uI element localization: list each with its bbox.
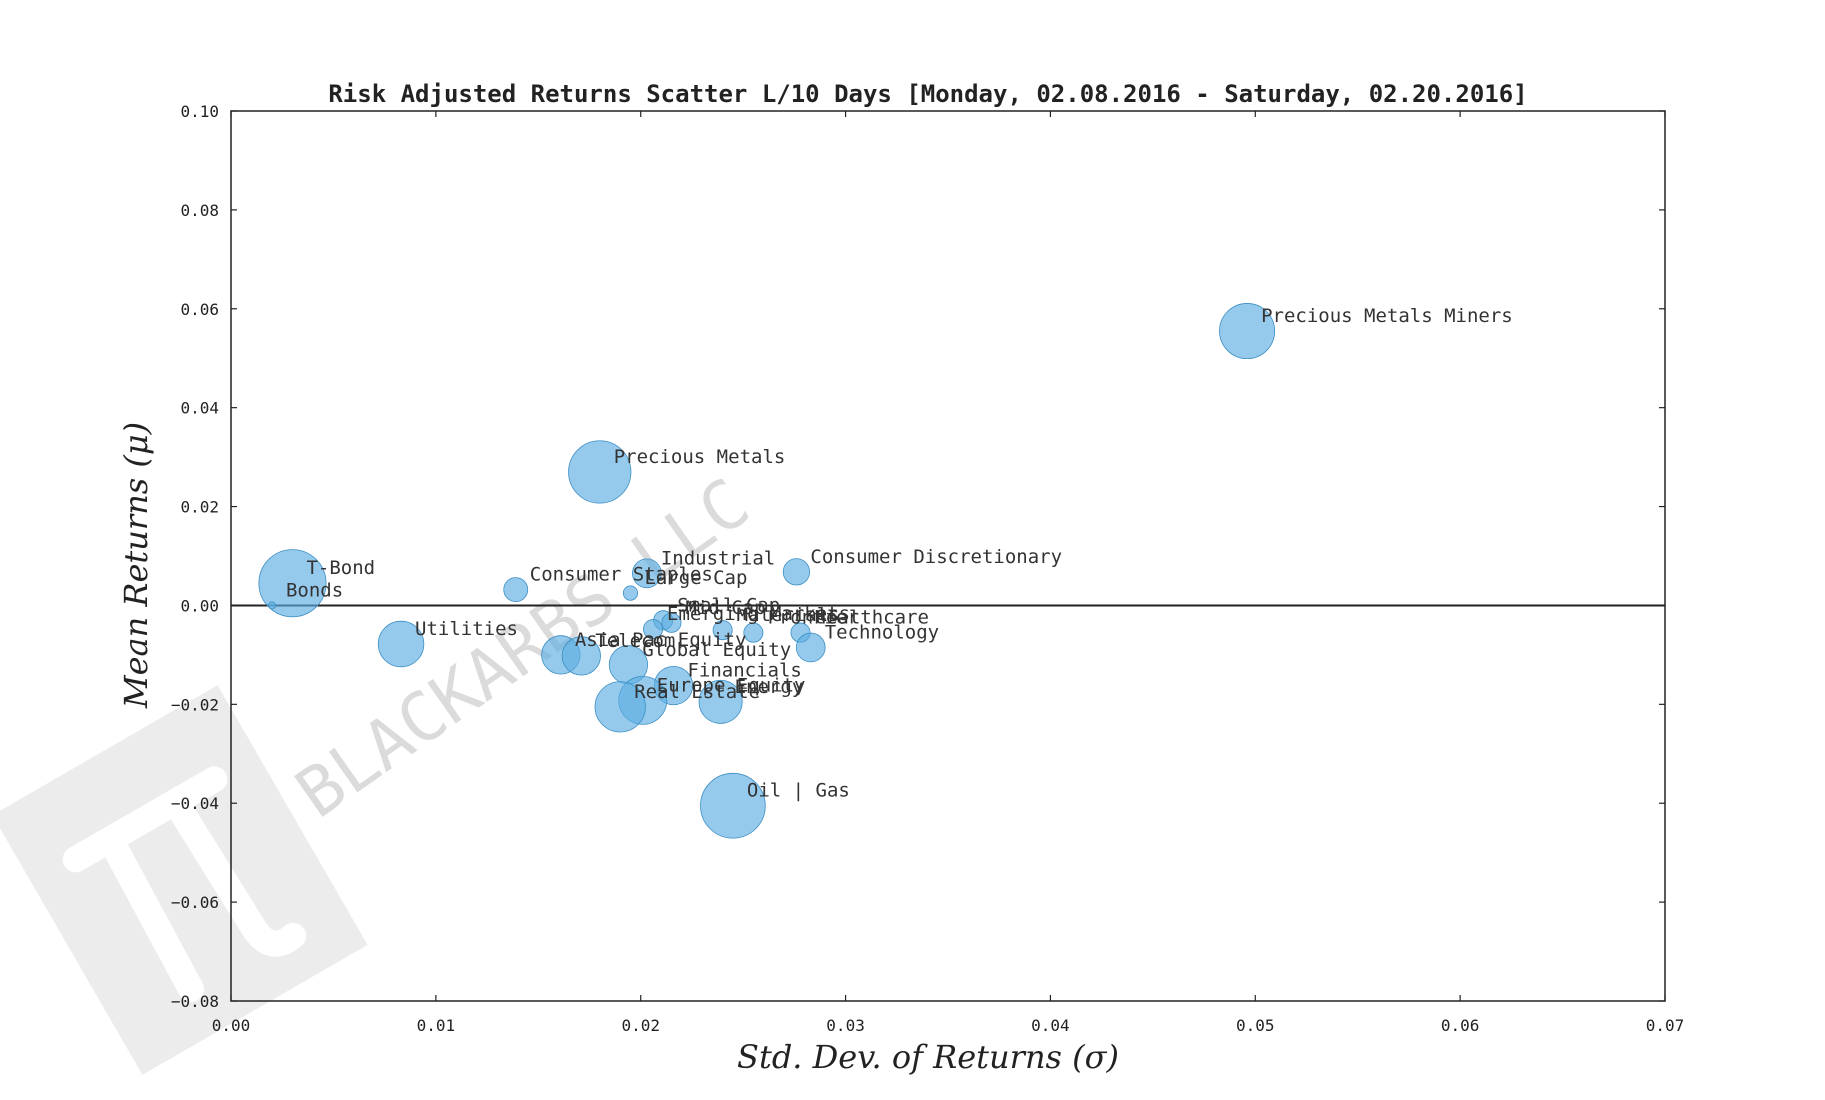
y-tick-label: 0.00 bbox=[180, 596, 219, 615]
data-point bbox=[743, 622, 764, 643]
y-axis-title: Mean Returns (μ) bbox=[117, 422, 155, 709]
point-label: Consumer Discretionary bbox=[810, 546, 1062, 568]
data-point bbox=[1219, 303, 1276, 360]
data-point bbox=[594, 681, 646, 733]
point-label: Precious Metals bbox=[614, 446, 786, 468]
x-tick-label: 0.02 bbox=[621, 1016, 660, 1035]
point-label: Consumer Staples bbox=[530, 564, 713, 586]
data-point bbox=[632, 558, 662, 589]
x-tick-label: 0.04 bbox=[1031, 1016, 1070, 1035]
point-label: Telecom bbox=[595, 630, 675, 652]
data-point bbox=[377, 620, 425, 668]
chart-title: Risk Adjusted Returns Scatter L/10 Days … bbox=[328, 80, 1527, 108]
point-label: Frontier bbox=[767, 607, 859, 629]
data-point bbox=[661, 612, 682, 633]
point-label: Europe Equity bbox=[657, 674, 806, 696]
point-label: Bonds bbox=[286, 579, 343, 601]
point-label: Oil | Gas bbox=[747, 780, 850, 802]
y-tick-label: 0.04 bbox=[180, 399, 219, 418]
point-labels: Precious Metals Miners Precious Metals T-B… bbox=[286, 305, 1513, 802]
x-tick-label: 0.07 bbox=[1646, 1016, 1685, 1035]
data-point bbox=[698, 679, 743, 724]
point-label: Technology bbox=[825, 621, 939, 643]
x-axis-title: Std. Dev. of Returns (σ) bbox=[737, 1038, 1119, 1076]
x-tick-label: 0.05 bbox=[1236, 1016, 1275, 1035]
y-tick-label: 0.06 bbox=[180, 300, 219, 319]
data-point bbox=[643, 619, 664, 640]
point-label: Financials bbox=[687, 660, 801, 682]
point-label: T-Bond bbox=[306, 557, 375, 579]
point-label: Small Cap bbox=[677, 594, 780, 616]
point-label: Industrial bbox=[661, 547, 775, 569]
data-point bbox=[568, 440, 632, 504]
x-tick-label: 0.01 bbox=[417, 1016, 456, 1035]
point-label: Asia Pac Equity bbox=[575, 629, 747, 651]
point-label: Emerging Markets bbox=[667, 603, 850, 625]
y-tick-label: 0.10 bbox=[180, 102, 219, 121]
point-label: Precious Metals Miners bbox=[1261, 305, 1513, 327]
axis-ticks: 0.00 0.01 0.02 0.03 0.04 0.05 0.06 0.07 0.10 0.08… bbox=[171, 102, 1684, 1035]
data-point bbox=[503, 577, 529, 603]
point-label: Energy bbox=[735, 676, 804, 698]
y-tick-label: −0.04 bbox=[171, 794, 219, 813]
y-tick-label: −0.08 bbox=[171, 992, 219, 1011]
data-point bbox=[258, 549, 327, 618]
plot-frame bbox=[230, 110, 1666, 1002]
x-tick-label: 0.00 bbox=[212, 1016, 251, 1035]
data-point bbox=[700, 772, 766, 839]
point-label: Mid Cap bbox=[685, 597, 765, 619]
point-label: Global Equity bbox=[642, 639, 791, 661]
data-point bbox=[782, 558, 811, 586]
y-tick-label: −0.02 bbox=[171, 695, 219, 714]
point-label: Utilities bbox=[415, 618, 518, 640]
y-tick-label: 0.02 bbox=[180, 498, 219, 517]
watermark-pi-icon bbox=[62, 766, 307, 1003]
x-tick-label: 0.06 bbox=[1441, 1016, 1480, 1035]
watermark-logo bbox=[0, 685, 368, 1075]
x-tick-label: 0.03 bbox=[826, 1016, 865, 1035]
data-point bbox=[622, 585, 639, 601]
data-point bbox=[795, 632, 826, 663]
data-point bbox=[712, 620, 733, 641]
point-label: Large Cap bbox=[644, 567, 747, 589]
data-points bbox=[258, 303, 1276, 839]
data-point bbox=[561, 636, 601, 676]
point-label: Materials bbox=[737, 604, 840, 626]
point-label: Healthcare bbox=[815, 607, 929, 629]
y-tick-label: −0.06 bbox=[171, 893, 219, 912]
y-tick-label: 0.08 bbox=[180, 201, 219, 220]
point-label: Real Estate bbox=[634, 681, 760, 703]
data-point bbox=[267, 601, 276, 610]
watermark-logo-tile bbox=[0, 685, 368, 1075]
